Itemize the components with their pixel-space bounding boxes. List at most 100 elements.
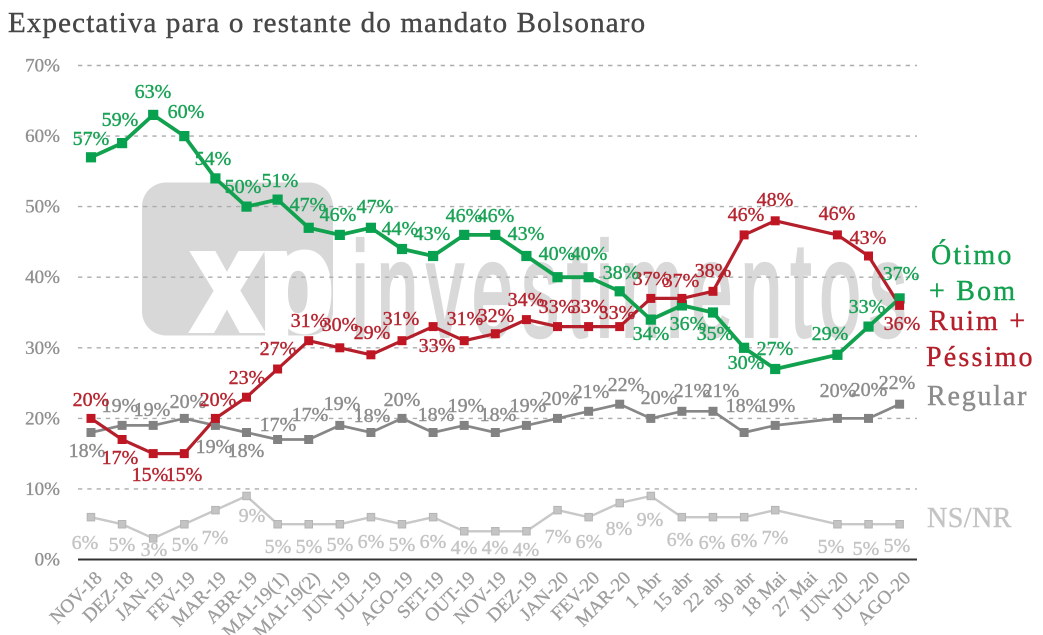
svg-text:31%: 31% — [291, 310, 328, 332]
svg-text:19%: 19% — [324, 393, 361, 415]
svg-text:23%: 23% — [229, 367, 266, 389]
svg-text:59%: 59% — [102, 109, 139, 131]
svg-text:36%: 36% — [670, 313, 707, 335]
svg-text:17%: 17% — [292, 404, 329, 426]
svg-text:22%: 22% — [879, 372, 916, 394]
svg-text:6%: 6% — [358, 531, 385, 553]
svg-text:18%: 18% — [480, 404, 517, 426]
svg-text:5%: 5% — [172, 534, 199, 556]
svg-text:21%: 21% — [703, 380, 740, 402]
svg-text:37%: 37% — [663, 270, 700, 292]
svg-text:Ruim +: Ruim + — [929, 306, 1027, 337]
svg-text:33%: 33% — [539, 296, 576, 318]
svg-text:37%: 37% — [883, 263, 920, 285]
svg-text:20%: 20% — [73, 389, 110, 411]
svg-text:32%: 32% — [478, 305, 515, 327]
svg-text:38%: 38% — [695, 260, 732, 282]
svg-text:19%: 19% — [510, 395, 547, 417]
svg-text:48%: 48% — [757, 189, 794, 211]
svg-text:33%: 33% — [419, 335, 456, 357]
svg-text:6%: 6% — [667, 529, 694, 551]
svg-text:30%: 30% — [25, 338, 60, 359]
svg-text:NS/NR: NS/NR — [927, 503, 1012, 534]
svg-text:35%: 35% — [697, 323, 734, 345]
svg-text:9%: 9% — [239, 505, 266, 527]
svg-text:+ Bom: + Bom — [929, 276, 1017, 307]
svg-text:19%: 19% — [759, 395, 796, 417]
svg-text:37%: 37% — [633, 268, 670, 290]
svg-text:46%: 46% — [478, 205, 515, 227]
svg-text:17%: 17% — [260, 414, 297, 436]
svg-text:19%: 19% — [196, 436, 233, 458]
svg-text:18%: 18% — [354, 405, 391, 427]
svg-text:33%: 33% — [849, 296, 886, 318]
svg-text:xp: xp — [194, 202, 333, 359]
svg-text:4%: 4% — [482, 537, 509, 559]
svg-text:5%: 5% — [818, 536, 845, 558]
svg-text:Ótimo: Ótimo — [931, 240, 1014, 271]
svg-text:20%: 20% — [820, 380, 857, 402]
svg-text:70%: 70% — [25, 56, 60, 77]
svg-text:29%: 29% — [354, 322, 391, 344]
svg-text:50%: 50% — [225, 176, 262, 198]
svg-text:51%: 51% — [262, 170, 299, 192]
svg-text:18%: 18% — [726, 395, 763, 417]
svg-text:20%: 20% — [641, 387, 678, 409]
svg-text:investimentos: investimentos — [352, 215, 915, 365]
svg-text:54%: 54% — [195, 148, 232, 170]
svg-text:27%: 27% — [260, 338, 297, 360]
svg-text:57%: 57% — [73, 128, 110, 150]
svg-text:20%: 20% — [170, 391, 207, 413]
svg-text:5%: 5% — [109, 534, 136, 556]
svg-text:43%: 43% — [414, 223, 451, 245]
svg-text:5%: 5% — [265, 536, 292, 558]
svg-text:6%: 6% — [576, 531, 603, 553]
svg-text:34%: 34% — [633, 323, 670, 345]
svg-text:18%: 18% — [228, 440, 265, 462]
svg-text:10%: 10% — [25, 479, 60, 500]
svg-text:Péssimo: Péssimo — [926, 342, 1035, 373]
svg-text:31%: 31% — [447, 308, 484, 330]
svg-text:44%: 44% — [382, 218, 419, 240]
svg-text:20%: 20% — [542, 388, 579, 410]
svg-text:38%: 38% — [603, 262, 640, 284]
svg-text:17%: 17% — [102, 447, 139, 469]
svg-text:29%: 29% — [812, 323, 849, 345]
svg-text:21%: 21% — [674, 380, 711, 402]
svg-text:19%: 19% — [448, 395, 485, 417]
svg-text:6%: 6% — [420, 531, 447, 553]
svg-text:3%: 3% — [141, 539, 168, 561]
svg-text:9%: 9% — [637, 509, 664, 531]
svg-text:7%: 7% — [545, 526, 572, 548]
svg-text:30%: 30% — [728, 352, 765, 374]
svg-text:31%: 31% — [383, 308, 420, 330]
svg-text:47%: 47% — [357, 196, 394, 218]
svg-text:43%: 43% — [850, 227, 887, 249]
svg-text:40%: 40% — [571, 243, 608, 265]
svg-text:60%: 60% — [168, 101, 205, 123]
svg-text:4%: 4% — [451, 537, 478, 559]
svg-text:6%: 6% — [699, 532, 726, 554]
svg-text:21%: 21% — [573, 381, 610, 403]
svg-text:60%: 60% — [25, 126, 60, 147]
svg-text:0%: 0% — [35, 550, 61, 571]
svg-text:20%: 20% — [851, 379, 888, 401]
svg-text:27%: 27% — [757, 338, 794, 360]
svg-text:33%: 33% — [599, 302, 636, 324]
svg-text:33%: 33% — [571, 296, 608, 318]
svg-text:4%: 4% — [513, 539, 540, 561]
svg-text:46%: 46% — [320, 204, 357, 226]
svg-text:5%: 5% — [853, 538, 880, 560]
svg-text:19%: 19% — [134, 399, 171, 421]
svg-text:46%: 46% — [446, 205, 483, 227]
svg-text:34%: 34% — [508, 289, 545, 311]
svg-text:Regular: Regular — [927, 381, 1028, 412]
svg-text:18%: 18% — [418, 404, 455, 426]
svg-text:50%: 50% — [25, 197, 60, 218]
svg-text:20%: 20% — [384, 389, 421, 411]
svg-text:7%: 7% — [202, 527, 229, 549]
svg-text:18%: 18% — [69, 440, 106, 462]
svg-text:40%: 40% — [25, 267, 60, 288]
svg-text:30%: 30% — [322, 314, 359, 336]
svg-text:36%: 36% — [884, 313, 921, 335]
